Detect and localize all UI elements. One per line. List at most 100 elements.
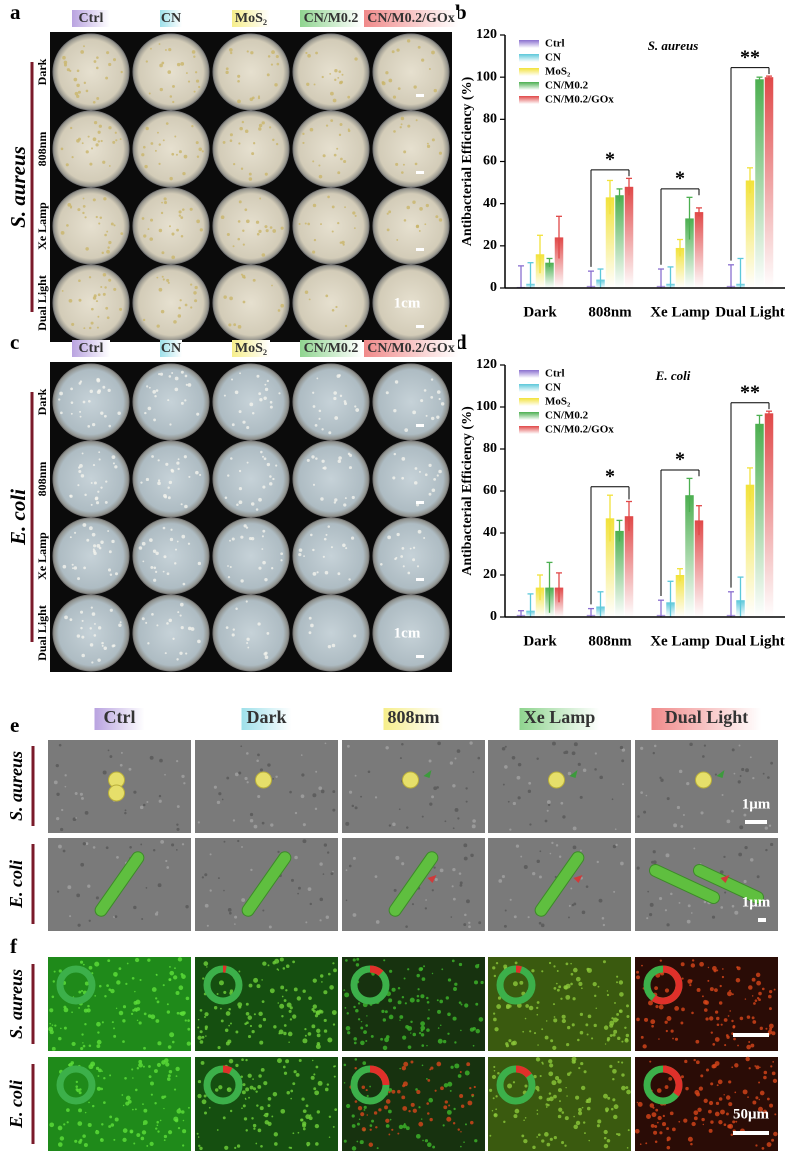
colony bbox=[220, 215, 225, 220]
sem-texture bbox=[319, 897, 324, 902]
sem-texture bbox=[253, 824, 258, 829]
sem-texture bbox=[385, 746, 389, 750]
bar bbox=[764, 413, 774, 617]
sem-texture bbox=[520, 855, 523, 858]
colony bbox=[381, 81, 385, 84]
fluorescence-texture bbox=[512, 1081, 516, 1084]
fluorescence-texture bbox=[218, 1085, 223, 1090]
fluorescence-texture bbox=[376, 1147, 379, 1150]
sem-texture bbox=[646, 917, 649, 920]
sem-texture bbox=[309, 902, 313, 906]
colony bbox=[158, 228, 163, 233]
colony bbox=[119, 307, 123, 311]
colony bbox=[318, 164, 321, 167]
fluorescence-texture bbox=[723, 1123, 727, 1127]
colony bbox=[312, 160, 315, 163]
bacterium bbox=[692, 863, 765, 905]
colony bbox=[73, 77, 78, 82]
fluorescence-texture bbox=[147, 958, 151, 962]
colony bbox=[276, 62, 280, 66]
colony bbox=[307, 54, 311, 58]
fluorescence-texture bbox=[533, 1032, 537, 1035]
fluorescence-texture bbox=[228, 1007, 231, 1011]
colony bbox=[167, 496, 171, 500]
colony bbox=[193, 90, 196, 93]
colony bbox=[191, 50, 196, 54]
fluorescence-texture bbox=[558, 1107, 563, 1112]
colony bbox=[263, 396, 267, 400]
fluorescence-texture bbox=[49, 1008, 54, 1013]
sem-texture bbox=[60, 827, 64, 832]
fluorescence-texture bbox=[306, 1141, 311, 1146]
fluorescence-texture bbox=[289, 1006, 293, 1010]
sem-texture bbox=[237, 839, 240, 843]
error-bar bbox=[756, 76, 763, 82]
sem-texture bbox=[393, 888, 397, 892]
fluorescence-texture bbox=[430, 1066, 434, 1070]
legend-label: MoS₂ bbox=[545, 396, 571, 408]
colony bbox=[240, 167, 244, 170]
sem-texture bbox=[501, 746, 506, 751]
colony bbox=[168, 618, 173, 623]
fluorescence-texture bbox=[182, 1119, 185, 1122]
bar bbox=[605, 197, 615, 288]
colony bbox=[243, 524, 247, 528]
fluorescence-texture bbox=[573, 1115, 575, 1118]
fluorescence-texture bbox=[458, 962, 463, 967]
colony bbox=[61, 289, 64, 292]
colony bbox=[158, 143, 162, 146]
fluorescence-texture bbox=[217, 1046, 221, 1050]
sem-texture bbox=[459, 881, 463, 885]
colony bbox=[222, 140, 226, 144]
fluorescence-texture bbox=[759, 1066, 761, 1069]
colony bbox=[69, 206, 73, 209]
fluorescence-texture bbox=[666, 1139, 669, 1142]
bar bbox=[685, 495, 694, 617]
sem-texture bbox=[56, 890, 60, 893]
colony bbox=[237, 220, 241, 223]
fluorescence-texture bbox=[666, 1016, 672, 1021]
fluorescence-texture bbox=[258, 1011, 263, 1017]
sem-texture bbox=[81, 796, 84, 800]
fluorescence-texture bbox=[272, 1091, 278, 1097]
fluorescence-texture bbox=[636, 970, 640, 974]
sem-texture bbox=[612, 844, 617, 849]
fluorescence-texture bbox=[175, 991, 180, 996]
fluorescence-texture bbox=[355, 963, 360, 967]
colony bbox=[191, 124, 194, 128]
fluorescence-texture bbox=[418, 1106, 421, 1109]
fluorescence-texture bbox=[547, 1103, 550, 1107]
bacterium bbox=[534, 851, 585, 917]
colony bbox=[159, 372, 164, 376]
fluorescence-texture bbox=[748, 1041, 751, 1043]
colony bbox=[63, 60, 68, 65]
column-header-bg bbox=[651, 708, 762, 730]
colony bbox=[106, 230, 109, 233]
sem-texture bbox=[571, 751, 576, 756]
sem-texture bbox=[471, 824, 476, 829]
fluorescence-texture bbox=[505, 1042, 509, 1046]
fluorescence-texture bbox=[666, 1127, 670, 1131]
fluorescence-texture bbox=[626, 1147, 629, 1149]
sem-texture bbox=[594, 752, 597, 755]
colony bbox=[312, 548, 315, 552]
fluorescence-texture bbox=[705, 1017, 709, 1021]
error-bar bbox=[518, 610, 524, 617]
fluorescence-texture bbox=[664, 1020, 668, 1024]
colony bbox=[174, 562, 177, 565]
colony bbox=[103, 197, 107, 201]
fluorescence-texture bbox=[721, 968, 724, 970]
fluorescence-texture bbox=[323, 990, 328, 995]
fluorescence-texture bbox=[310, 1075, 315, 1080]
colony bbox=[197, 639, 201, 644]
colony bbox=[335, 305, 338, 309]
colony bbox=[242, 229, 245, 232]
colony bbox=[342, 243, 345, 246]
colony bbox=[60, 230, 65, 235]
fluorescence-texture bbox=[417, 988, 420, 991]
fluorescence-texture bbox=[204, 1111, 207, 1115]
fluorescence-texture bbox=[305, 1104, 309, 1108]
sem-texture bbox=[152, 849, 156, 852]
colony bbox=[401, 457, 406, 461]
fluorescence-texture bbox=[333, 1075, 336, 1078]
